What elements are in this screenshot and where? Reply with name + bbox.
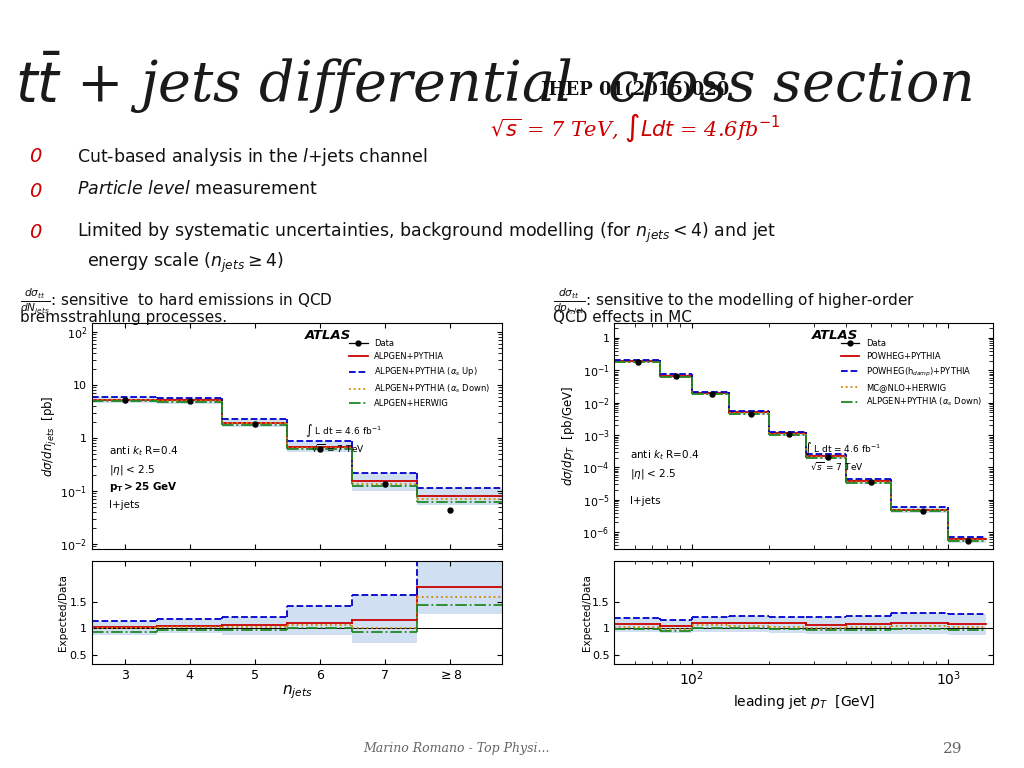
Text: $\sqrt{s}$ = 7 TeV: $\sqrt{s}$ = 7 TeV [810, 460, 863, 472]
Y-axis label: Expected/Data: Expected/Data [58, 574, 69, 651]
Text: $\mathbf{p_T > 25\ GeV}$: $\mathbf{p_T > 25\ GeV}$ [109, 480, 177, 495]
Text: $\it{Particle\ level}$ measurement: $\it{Particle\ level}$ measurement [77, 180, 317, 198]
Text: Marino Romano - Top Physi...: Marino Romano - Top Physi... [364, 743, 550, 755]
Text: Limited by systematic uncertainties, background modelling (for $n_{jets} < 4$) a: Limited by systematic uncertainties, bac… [77, 221, 776, 246]
Text: QCD effects in MC: QCD effects in MC [553, 310, 692, 326]
Text: $\sqrt{s}$ = 7 TeV: $\sqrt{s}$ = 7 TeV [311, 442, 365, 454]
Text: l+jets: l+jets [109, 500, 139, 511]
Text: $\sqrt{s}$ = 7 TeV, $\int Ldt$ = 4.6fb$^{-1}$: $\sqrt{s}$ = 7 TeV, $\int Ldt$ = 4.6fb$^… [489, 111, 780, 144]
Text: $\frac{d\sigma_{tt}}{dN_{jets}}$: sensitive  to hard emissions in QCD: $\frac{d\sigma_{tt}}{dN_{jets}}$: sensit… [20, 286, 333, 316]
Text: $\frac{d\sigma_{tt}}{dp_{t,jet}}$: sensitive to the modelling of higher-order: $\frac{d\sigma_{tt}}{dp_{t,jet}}$: sensi… [553, 286, 914, 316]
Text: $|\eta|$ < 2.5: $|\eta|$ < 2.5 [630, 467, 676, 481]
Text: ATLAS: ATLAS [305, 329, 351, 343]
Y-axis label: Expected/Data: Expected/Data [582, 574, 592, 651]
Text: Cut-based analysis in the $l$+jets channel: Cut-based analysis in the $l$+jets chann… [77, 146, 428, 168]
Text: bremsstrahlung processes.: bremsstrahlung processes. [20, 310, 227, 326]
Legend: Data, ALPGEN+PYTHIA, ALPGEN+PYTHIA ($\alpha_s$ Up), ALPGEN+PYTHIA ($\alpha_s$ Do: Data, ALPGEN+PYTHIA, ALPGEN+PYTHIA ($\al… [346, 336, 494, 412]
Text: 29: 29 [942, 742, 963, 756]
Text: 0: 0 [29, 147, 41, 167]
Text: JHEP 01(2015)020: JHEP 01(2015)020 [541, 81, 729, 99]
Y-axis label: $d\sigma/dn_{jets}$  [pb]: $d\sigma/dn_{jets}$ [pb] [41, 395, 59, 477]
Text: $\int$ L dt = 4.6 fb$^{-1}$: $\int$ L dt = 4.6 fb$^{-1}$ [804, 440, 881, 457]
Text: $t\bar{t}$ + jets differential  cross section: $t\bar{t}$ + jets differential cross sec… [15, 50, 973, 116]
Legend: Data, POWHEG+PYTHIA, POWHEG(h$_{damp}$)+PYTHIA, MC@NLO+HERWIG, ALPGEN+PYTHIA ($\: Data, POWHEG+PYTHIA, POWHEG(h$_{damp}$)+… [838, 336, 985, 412]
Text: 0: 0 [29, 182, 41, 201]
X-axis label: leading jet $p_T$  [GeV]: leading jet $p_T$ [GeV] [733, 694, 874, 711]
Text: $|\eta|$ < 2.5: $|\eta|$ < 2.5 [109, 462, 155, 477]
Text: $\int$ L dt = 4.6 fb$^{-1}$: $\int$ L dt = 4.6 fb$^{-1}$ [305, 422, 382, 439]
Text: ATLAS: ATLAS [811, 329, 858, 343]
X-axis label: $n_{jets}$: $n_{jets}$ [282, 684, 312, 701]
Text: energy scale ($n_{jets}$$\geq$4): energy scale ($n_{jets}$$\geq$4) [87, 251, 284, 276]
Y-axis label: $d\sigma/dp_T$  [pb/GeV]: $d\sigma/dp_T$ [pb/GeV] [560, 386, 577, 486]
Text: anti $k_t$ R=0.4: anti $k_t$ R=0.4 [109, 444, 178, 458]
Text: anti $k_t$ R=0.4: anti $k_t$ R=0.4 [630, 449, 699, 462]
Text: l+jets: l+jets [630, 496, 660, 506]
Text: 0: 0 [29, 223, 41, 242]
